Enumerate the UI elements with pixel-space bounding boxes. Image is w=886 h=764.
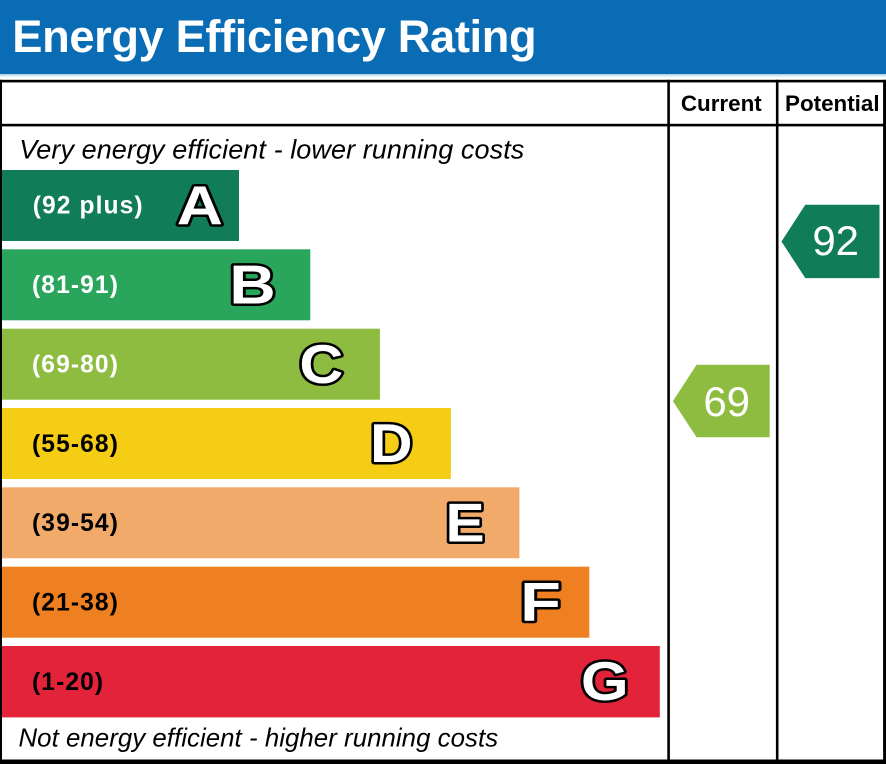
svg-text:D: D [370,412,412,474]
svg-text:G: G [581,650,629,712]
svg-text:F: F [520,571,561,633]
svg-text:69: 69 [703,378,750,425]
svg-text:Very energy efficient - lower: Very energy efficient - lower running co… [19,135,524,165]
svg-text:A: A [177,174,223,236]
svg-text:(69-80): (69-80) [32,352,119,379]
svg-text:(81-91): (81-91) [32,272,119,299]
svg-text:Potential: Potential [785,91,880,116]
svg-text:(1-20): (1-20) [32,669,104,696]
svg-text:B: B [229,254,275,316]
svg-text:C: C [299,333,343,395]
svg-text:Energy Efficiency Rating: Energy Efficiency Rating [12,11,536,62]
svg-text:Current: Current [681,91,762,116]
svg-text:(39-54): (39-54) [32,510,119,537]
svg-text:Not energy efficient - higher: Not energy efficient - higher running co… [19,725,499,753]
svg-text:92: 92 [812,217,859,264]
svg-text:E: E [446,492,485,554]
svg-text:(21-38): (21-38) [32,590,119,617]
svg-text:(55-68): (55-68) [32,431,119,458]
svg-text:(92 plus): (92 plus) [33,193,144,220]
